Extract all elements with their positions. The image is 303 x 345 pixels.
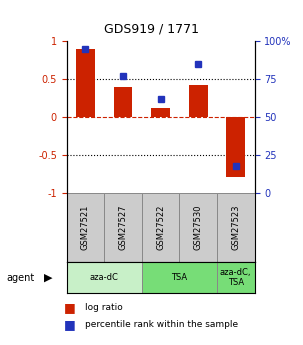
Text: GDS919 / 1771: GDS919 / 1771: [104, 22, 199, 36]
Text: TSA: TSA: [171, 273, 188, 282]
Bar: [67, 193, 104, 262]
Text: ▶: ▶: [44, 273, 53, 283]
Bar: [151, 108, 170, 117]
Text: ■: ■: [64, 300, 75, 314]
Bar: [217, 193, 255, 262]
Text: GSM27530: GSM27530: [194, 205, 203, 250]
Bar: [189, 86, 208, 117]
Bar: [104, 193, 142, 262]
Text: GSM27523: GSM27523: [231, 205, 240, 250]
Bar: [142, 262, 217, 293]
Bar: [67, 262, 142, 293]
Text: aza-dC: aza-dC: [90, 273, 119, 282]
Bar: [76, 49, 95, 117]
Bar: [217, 262, 255, 293]
Text: GSM27521: GSM27521: [81, 205, 90, 250]
Text: aza-dC,
TSA: aza-dC, TSA: [220, 268, 251, 287]
Text: ■: ■: [64, 318, 75, 331]
Bar: [226, 117, 245, 177]
Bar: [114, 87, 132, 117]
Text: GSM27522: GSM27522: [156, 205, 165, 250]
Bar: [142, 193, 179, 262]
Text: percentile rank within the sample: percentile rank within the sample: [85, 320, 238, 329]
Text: agent: agent: [6, 273, 34, 283]
Bar: [179, 193, 217, 262]
Text: log ratio: log ratio: [85, 303, 123, 312]
Text: GSM27527: GSM27527: [118, 205, 128, 250]
